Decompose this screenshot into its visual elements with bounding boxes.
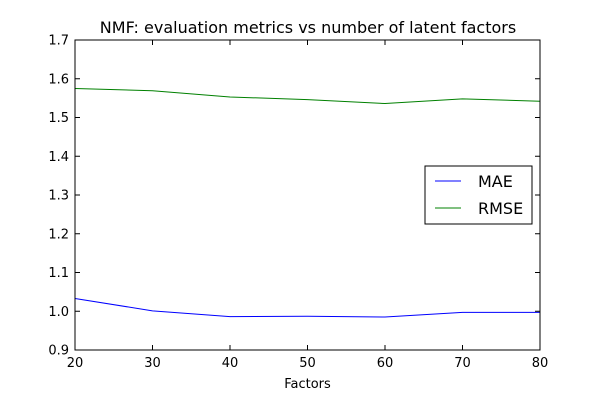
x-axis-label: Factors	[284, 377, 331, 392]
x-tick-label: 20	[67, 356, 84, 371]
y-tick-label: 1.3	[48, 189, 69, 204]
chart-title: NMF: evaluation metrics vs number of lat…	[100, 18, 516, 37]
series-line-mae	[74, 297, 540, 318]
y-axis-ticks: 0.9 1.0 1.1 1.2 1.3 1.4 1.5 1.6 1.7	[48, 34, 540, 359]
y-tick-label: 1.2	[48, 227, 69, 242]
x-tick-label: 50	[299, 356, 316, 371]
y-tick-label: 1.0	[48, 305, 69, 320]
series-line-rmse	[74, 87, 541, 105]
legend-box	[424, 165, 533, 225]
x-axis-ticks: 20 30 40 50 60 70 80	[67, 40, 549, 371]
legend-label-mae: MAE	[478, 172, 513, 191]
y-tick-label: 1.6	[48, 72, 69, 87]
x-tick-label: 30	[144, 356, 161, 371]
x-tick-label: 40	[222, 356, 239, 371]
y-tick-label: 0.9	[48, 344, 69, 359]
x-tick-label: 60	[377, 356, 394, 371]
y-tick-label: 1.7	[48, 34, 69, 49]
legend: MAE RMSE	[424, 165, 533, 225]
y-tick-label: 1.5	[48, 111, 69, 126]
series-layer	[74, 87, 541, 318]
y-tick-label: 1.1	[48, 266, 69, 281]
x-tick-label: 80	[532, 356, 549, 371]
legend-label-rmse: RMSE	[478, 199, 523, 218]
y-tick-label: 1.4	[48, 150, 69, 165]
x-tick-label: 70	[454, 356, 471, 371]
